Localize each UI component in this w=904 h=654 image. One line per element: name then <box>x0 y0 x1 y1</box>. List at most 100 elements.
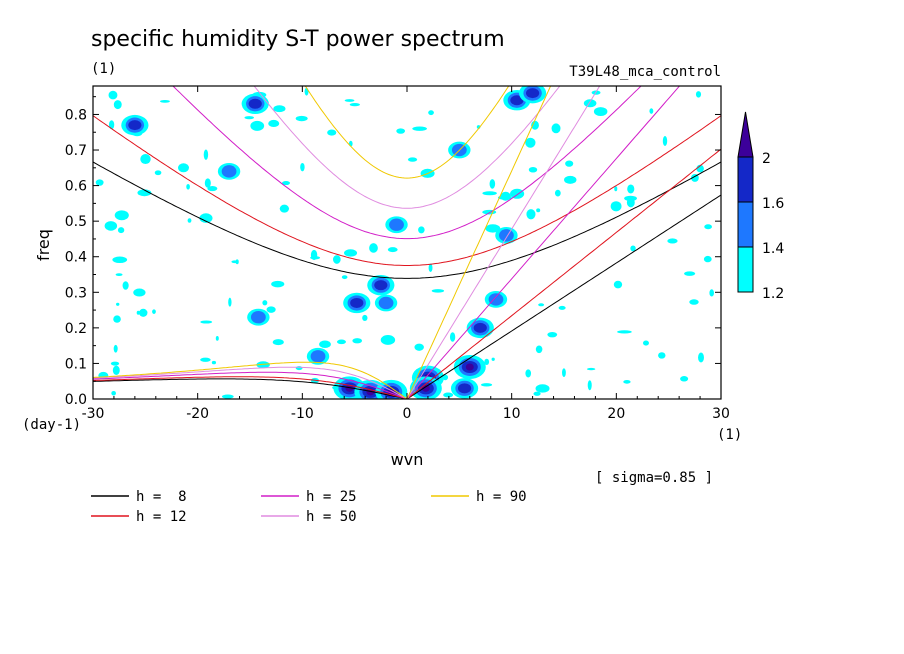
power-speckle <box>535 345 543 354</box>
y-axis-title: freq <box>34 229 53 261</box>
power-speckle <box>658 352 666 359</box>
power-speckle <box>137 189 152 197</box>
power-speckle <box>203 149 209 160</box>
y-tick-label: 0.8 <box>65 107 87 123</box>
power-region-mid <box>310 350 326 363</box>
power-speckle <box>199 213 213 223</box>
x-unit-label: (1) <box>717 427 742 443</box>
power-speckle <box>295 115 308 122</box>
y-unit-label: (day-1) <box>22 417 81 433</box>
colorbar-label: 1.6 <box>762 196 784 212</box>
power-speckle <box>428 110 434 116</box>
power-region-mid <box>378 296 394 310</box>
inertia-gravity-curve <box>304 86 510 179</box>
power-speckle <box>510 188 525 199</box>
power-region-inner <box>526 88 540 99</box>
x-tick-label: -10 <box>291 406 314 422</box>
power-speckle <box>140 154 151 165</box>
power-speckle <box>115 273 123 276</box>
chart-title: specific humidity S-T power spectrum <box>91 27 505 52</box>
power-speckle <box>554 189 561 197</box>
power-speckle <box>300 162 305 172</box>
power-speckle <box>113 315 121 323</box>
chart-subtitle-right: T39L48_mca_control <box>569 64 721 80</box>
power-speckle <box>178 163 189 173</box>
kelvin-curve <box>406 148 721 399</box>
x-tick-label: 10 <box>503 406 521 422</box>
power-region-inner <box>350 297 364 308</box>
power-speckle <box>272 339 284 346</box>
power-speckle <box>624 195 637 202</box>
colorbar-label: 1.2 <box>762 286 784 302</box>
power-speckle <box>108 90 118 100</box>
power-speckle <box>221 394 234 399</box>
power-speckle <box>491 357 495 361</box>
power-speckle <box>525 369 532 378</box>
colorbar: 1.2 1.4 1.6 2 <box>737 111 784 302</box>
power-region-inner <box>473 322 487 333</box>
power-speckle <box>593 107 608 116</box>
power-speckle <box>380 335 396 345</box>
x-tick-label: -30 <box>82 406 105 422</box>
rossby-curve <box>93 371 408 399</box>
y-tick-label: 0.3 <box>65 285 87 301</box>
rossby-curve <box>93 366 408 399</box>
power-speckle <box>583 99 597 108</box>
kelvin-curve <box>406 86 552 399</box>
power-region-inner <box>510 95 524 106</box>
power-speckle <box>332 255 341 264</box>
power-speckle <box>443 392 454 398</box>
y-tick-label: 0.5 <box>65 214 87 230</box>
power-speckle <box>204 178 211 188</box>
power-speckle <box>396 128 406 134</box>
power-region-core <box>421 384 430 392</box>
power-speckle <box>704 224 712 230</box>
power-speckle <box>152 309 156 314</box>
power-speckle <box>431 289 445 293</box>
kelvin-curve <box>406 194 721 399</box>
power-speckle <box>562 368 566 378</box>
power-speckle <box>116 302 120 306</box>
power-speckle <box>262 300 268 306</box>
power-speckle <box>627 184 635 194</box>
power-region-inner <box>248 98 262 109</box>
x-axis: -30 -20 -10 0 10 20 30 <box>82 86 730 422</box>
power-speckle <box>319 340 331 349</box>
power-speckle <box>139 308 148 317</box>
power-speckle <box>250 120 265 131</box>
power-speckle <box>412 126 427 131</box>
power-speckle <box>428 263 433 273</box>
power-speckle <box>349 103 360 107</box>
power-speckle <box>482 191 497 196</box>
inertia-gravity-curve <box>93 161 721 279</box>
power-speckle <box>117 227 125 234</box>
power-region-mid <box>488 293 504 306</box>
legend: h = 8 h = 12 h = 25 h = 50 h = 90 <box>91 489 527 525</box>
legend-label: h = 12 <box>136 509 187 525</box>
power-speckle <box>696 164 704 173</box>
power-speckle <box>228 297 232 307</box>
power-speckle <box>136 310 140 315</box>
x-tick-label: 20 <box>607 406 625 422</box>
legend-label: h = 90 <box>476 489 527 505</box>
power-speckle <box>689 299 699 305</box>
power-speckle <box>526 209 536 220</box>
rossby-curve <box>93 361 408 399</box>
power-speckle <box>558 305 566 310</box>
sigma-label: [ sigma=0.85 ] <box>595 470 713 486</box>
x-tick-label: 0 <box>403 406 412 422</box>
power-region-mid <box>389 218 404 231</box>
power-speckle <box>482 209 497 215</box>
rossby-curve <box>93 378 408 399</box>
power-speckle <box>535 384 550 393</box>
kelvin-curve <box>406 86 601 399</box>
power-speckle <box>528 166 538 173</box>
power-speckle <box>538 303 545 307</box>
power-speckle <box>418 226 425 234</box>
power-speckle <box>113 344 118 353</box>
inertia-gravity-curve <box>93 115 721 266</box>
power-speckle <box>680 376 689 382</box>
power-speckle <box>369 243 378 253</box>
power-speckle <box>698 352 704 363</box>
power-speckle <box>387 247 398 253</box>
